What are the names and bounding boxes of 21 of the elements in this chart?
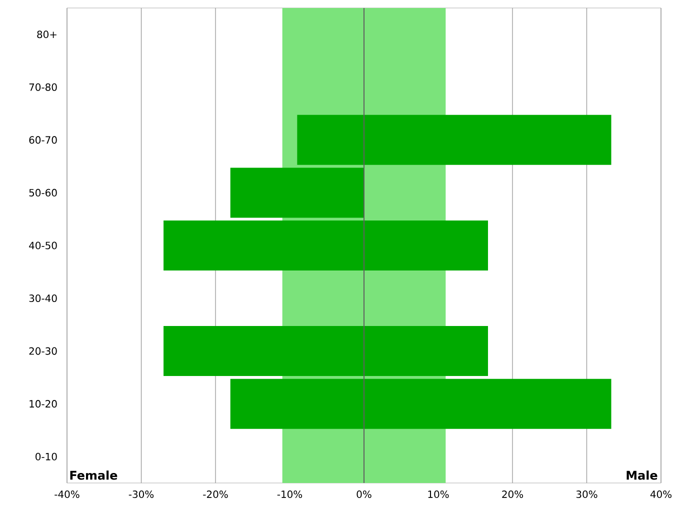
annotation: Female	[70, 470, 118, 480]
x-tick-label: -40%	[54, 490, 80, 498]
x-tick-label: -20%	[203, 490, 228, 498]
y-tick-label: 80+	[37, 30, 56, 38]
x-tick-label: 20%	[502, 490, 524, 498]
y-tick-label: 50-60	[29, 188, 57, 196]
y-tick-label: 10-20	[30, 400, 57, 408]
x-tick-label: 30%	[576, 490, 598, 498]
x-tick-label: -10%	[277, 490, 302, 498]
y-tick-label: 60-70	[29, 136, 57, 144]
x-tick-label: 0%	[356, 490, 372, 498]
y-tick-label: 70-80	[29, 83, 57, 91]
y-tick-label: 30-40	[29, 294, 57, 302]
y-tick-label: 40-50	[29, 242, 57, 250]
bar	[230, 168, 364, 218]
x-tick-label: 40%	[650, 490, 672, 498]
x-tick-label: -30%	[128, 490, 154, 498]
y-tick-label: 20-30	[29, 347, 57, 355]
y-tick-label: 0-10	[36, 452, 57, 460]
x-tick-label: 10%	[428, 490, 449, 498]
annotation: Male	[626, 470, 658, 480]
